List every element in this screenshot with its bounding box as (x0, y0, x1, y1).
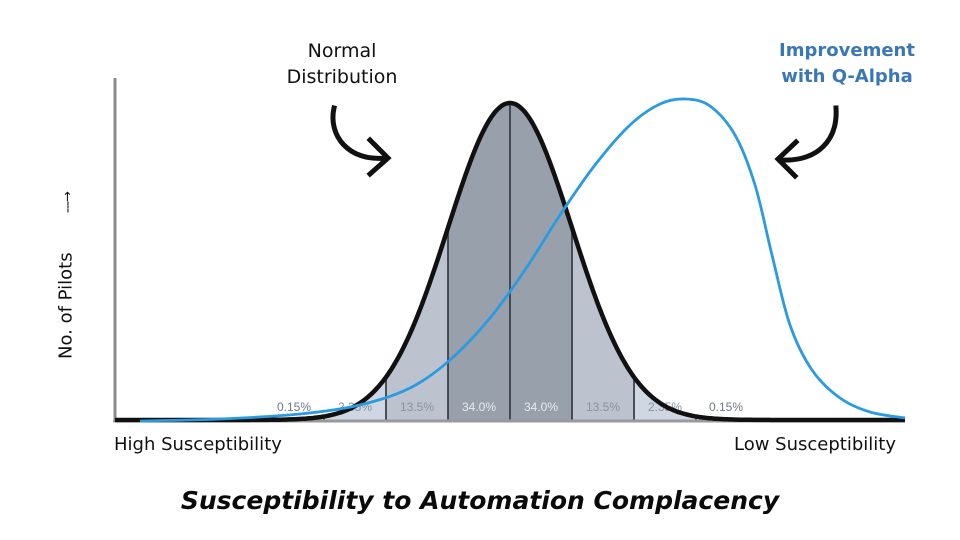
band-percentage-label: 0.15% (277, 400, 311, 414)
y-axis-label-text: No. of Pilots (55, 252, 77, 360)
band-percentage-label: 13.5% (586, 400, 620, 414)
band-percentage-label: 0.15% (709, 400, 743, 414)
band-percentage-label: 34.0% (462, 400, 496, 414)
normal-distribution-annotation: Normal Distribution (262, 38, 422, 90)
chart-title: Susceptibility to Automation Complacency (180, 486, 780, 515)
x-axis-left-label: High Susceptibility (114, 434, 282, 455)
band-percentage-label: 34.0% (524, 400, 558, 414)
sd-band (324, 377, 386, 420)
y-axis-arrow-icon: ---→ (60, 191, 76, 213)
sd-band (448, 103, 510, 420)
band-percentage-label: 13.5% (400, 400, 434, 414)
annotation-line: Normal (307, 40, 377, 62)
q-alpha-improvement-curve (139, 97, 906, 423)
normal-curve-arrow-icon (330, 105, 392, 178)
q-alpha-annotation: Improvement with Q-Alpha (752, 38, 942, 90)
improvement-curve-arrow-icon (774, 105, 839, 180)
annotation-line: with Q-Alpha (781, 66, 913, 87)
annotation-line: Improvement (779, 40, 915, 61)
y-axis-label: No. of Pilots ---→ (56, 186, 77, 366)
normal-distribution-curve (115, 100, 905, 423)
x-axis-right-label: Low Susceptibility (734, 434, 896, 455)
sd-band (634, 377, 696, 420)
annotation-line: Distribution (286, 66, 398, 88)
sd-band (510, 103, 572, 420)
